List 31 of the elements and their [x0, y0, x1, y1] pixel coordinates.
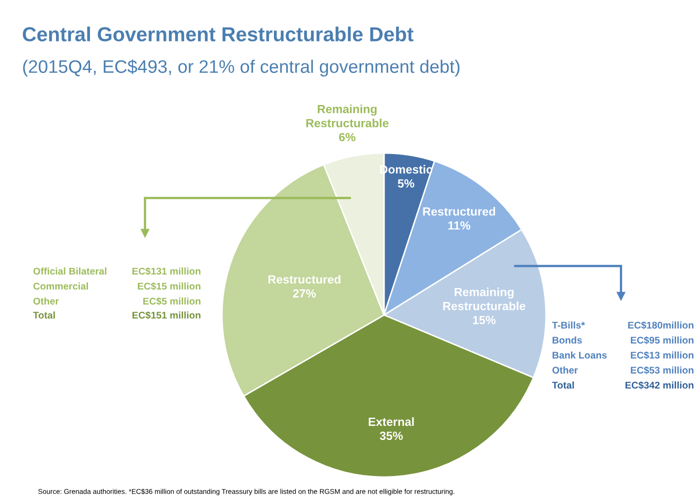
slice-label: Remaining Restructurable: [443, 288, 526, 310]
text: Total: [552, 381, 574, 389]
text: EC$53 million: [630, 366, 694, 374]
text: Bonds: [552, 336, 582, 344]
data-label: 35%: [380, 432, 403, 440]
data-label: 6%: [339, 132, 356, 142]
data-label: 11%: [448, 221, 470, 230]
text: Other: [552, 366, 578, 374]
text: EC$151 million: [132, 311, 200, 320]
slice-label: Remaining Restructurable: [306, 104, 388, 128]
slice-label: Restructured: [268, 274, 340, 284]
text: Official Bilateral: [33, 267, 106, 275]
text: EC$95 million: [630, 336, 694, 344]
text: Commercial: [33, 282, 88, 290]
text: EC$13 million: [630, 351, 694, 360]
text: Total: [33, 311, 55, 319]
chart-title: Central Government Restructurable Debt: [22, 26, 414, 42]
text: EC$5 million: [143, 297, 200, 306]
text: T-Bills*: [552, 321, 585, 329]
text: Bank Loans: [552, 351, 607, 359]
text: EC$131 million: [132, 267, 200, 276]
data-label: 27%: [292, 289, 316, 298]
text: Other: [33, 297, 59, 305]
text: EC$180million: [628, 321, 694, 330]
slice-label: Restructured: [423, 206, 496, 216]
data-label: 15%: [473, 316, 496, 324]
chart-subtitle: (2015Q4, EC$493, or 21% of central government debt): [23, 59, 460, 77]
text: EC$342 million: [625, 381, 694, 390]
text: EC$15 million: [138, 282, 200, 290]
slice-label: External: [368, 417, 414, 426]
data-label: 5%: [398, 179, 414, 188]
